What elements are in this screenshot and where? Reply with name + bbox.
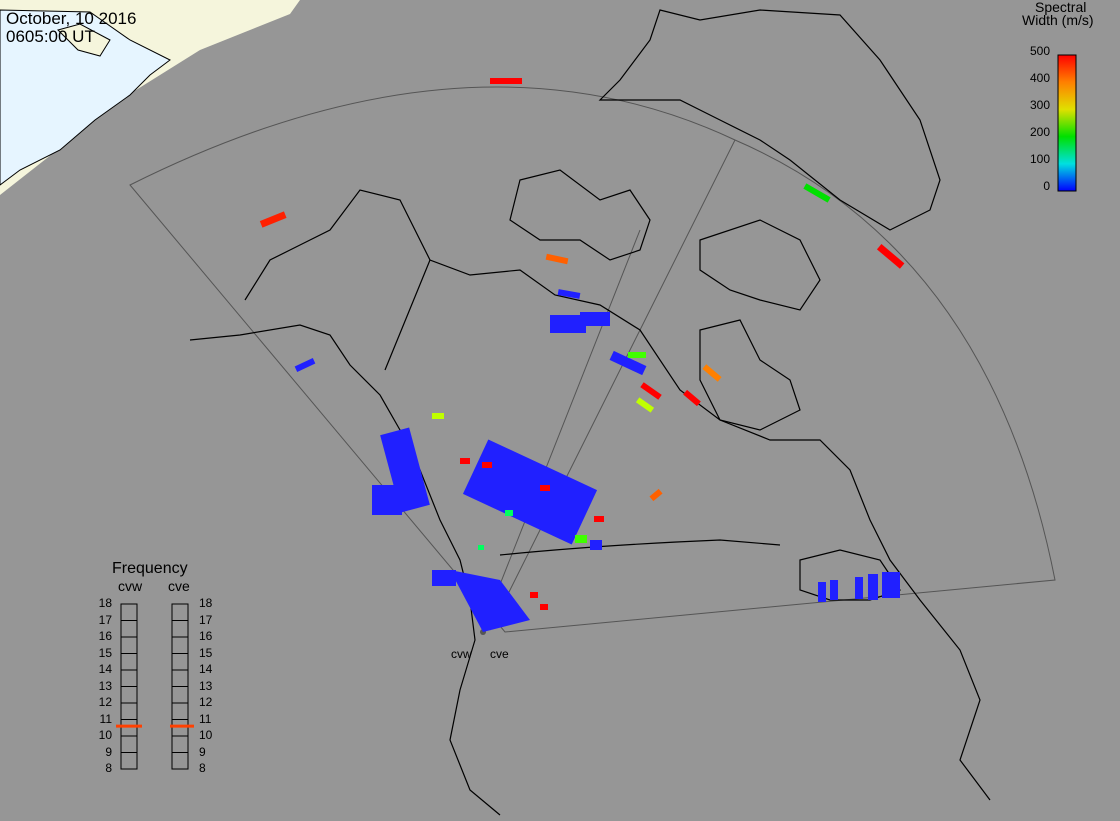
colorbar	[1057, 54, 1077, 192]
frequency-scale-right: 13	[199, 678, 213, 693]
frequency-scale-left: 15	[98, 645, 112, 660]
frequency-scale-right: 17	[199, 612, 213, 627]
fov-outline	[129, 86, 1056, 633]
frequency-panel-boxes	[120, 603, 189, 770]
frequency-scale-left: 10	[98, 728, 112, 742]
frequency-scale-left: 11	[99, 711, 112, 726]
frequency-col-left: cvw	[118, 578, 143, 594]
frequency-scale-left: 18	[98, 596, 112, 610]
colorbar-tick-label: 100	[1029, 152, 1050, 166]
colorbar-tick-label: 0	[1043, 179, 1050, 193]
frequency-scale-right: 12	[199, 695, 213, 709]
colorbar-title-line2: Width (m/s)	[1022, 12, 1094, 28]
coastlines	[189, 9, 991, 816]
colorbar-tick-label: 300	[1029, 98, 1050, 112]
frequency-scale-right: 10	[199, 728, 213, 742]
frequency-scale-right: 8	[199, 761, 206, 775]
frequency-scale-left: 17	[98, 612, 112, 627]
frequency-title: Frequency	[112, 560, 188, 577]
frequency-scale-left: 16	[98, 629, 112, 643]
colorbar-tick-label: 400	[1029, 71, 1050, 85]
date-label: October, 10 2016	[6, 9, 137, 28]
frequency-scale-left: 14	[98, 662, 112, 676]
colorbar-title-line1: Spectral	[1035, 0, 1087, 15]
frequency-scale-right: 16	[199, 629, 213, 643]
frequency-scale-left: 8	[105, 761, 112, 775]
frequency-scale-right: 18	[199, 596, 213, 610]
daylight-region	[0, 0, 300, 195]
frequency-scale-right: 15	[199, 645, 213, 660]
frequency-scale-left: 12	[98, 695, 112, 709]
frequency-scale-left: 9	[105, 744, 112, 759]
radar-label-east: cve	[490, 647, 509, 661]
frequency-scale-right: 11	[199, 711, 212, 726]
frequency-scale-left: 13	[98, 678, 112, 693]
frequency-scale-right: 14	[199, 662, 213, 676]
greenland-ice	[0, 9, 171, 186]
colorbar-tick-label: 500	[1029, 44, 1050, 58]
radar-label-west: cvw	[451, 647, 472, 661]
time-label: 0605:00 UT	[6, 27, 95, 46]
frequency-scale-right: 9	[199, 744, 206, 759]
echo-cluster	[259, 78, 905, 632]
colorbar-tick-label: 200	[1029, 125, 1050, 139]
frequency-col-right: cve	[168, 578, 190, 594]
